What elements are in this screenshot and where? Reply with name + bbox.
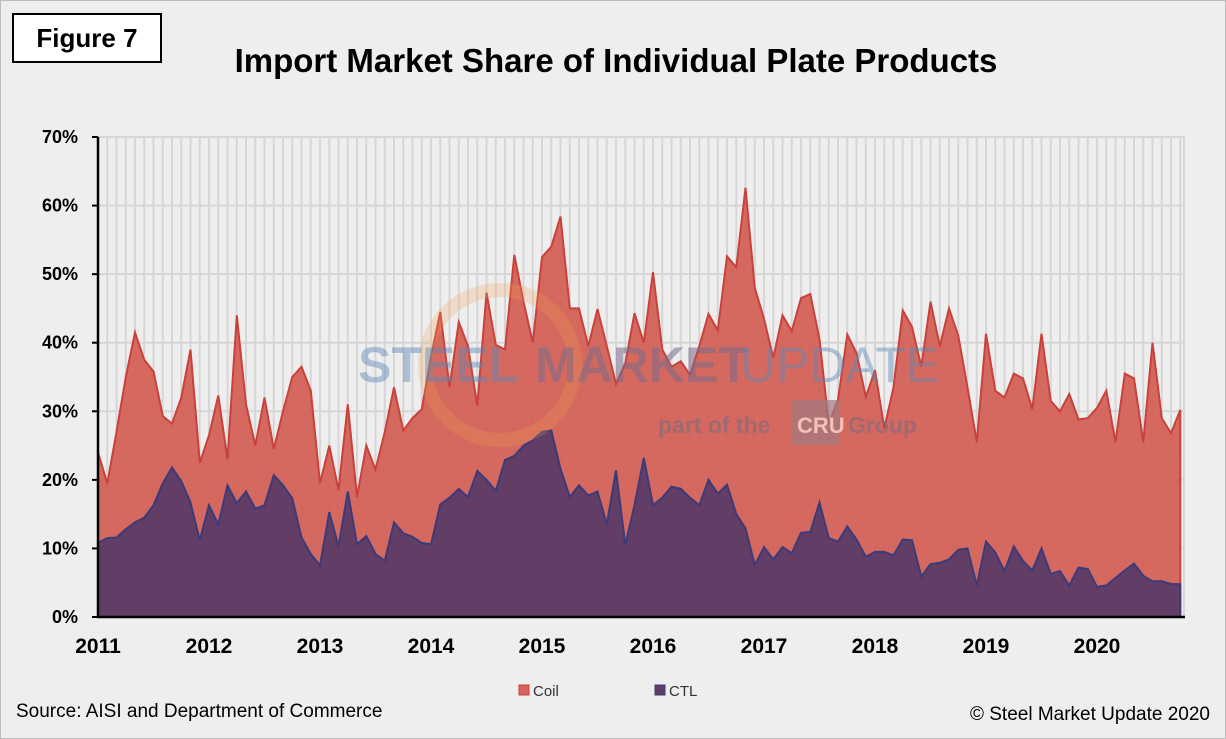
watermark-update: UPDATE (740, 337, 939, 393)
copyright-note: © Steel Market Update 2020 (969, 704, 1210, 725)
x-tick-label: 2019 (963, 635, 1010, 658)
x-tick-label: 2012 (186, 635, 233, 658)
watermark-logo: STEEL MARKET UPDATE part of the CRU Grou… (358, 283, 939, 447)
y-tick-label: 0% (52, 607, 78, 627)
legend-label-coil: Coil (533, 683, 559, 700)
y-tick-label: 70% (42, 127, 78, 147)
x-tick-label: 2015 (519, 635, 566, 658)
y-axis-ticks: 0% 10% 20% 30% 40% 50% 60% 70% (42, 127, 98, 627)
axes (96, 137, 1185, 619)
x-tick-label: 2017 (741, 635, 788, 658)
watermark-steel: STEEL (358, 337, 519, 393)
legend-label-ctl: CTL (669, 683, 697, 700)
x-tick-label: 2020 (1074, 635, 1121, 658)
x-axis-ticks: 2011 2012 2013 2014 2015 2016 2017 2018 2019 2020 (75, 635, 1120, 658)
watermark-market: MARKET (535, 337, 749, 393)
x-tick-label: 2011 (75, 635, 121, 658)
legend: Coil CTL (518, 683, 697, 700)
x-tick-label: 2013 (297, 635, 344, 658)
legend-swatch-coil (518, 684, 530, 696)
y-tick-label: 20% (42, 470, 78, 490)
watermark-cru-box (792, 400, 840, 445)
legend-swatch-ctl (654, 684, 666, 696)
plot-areas (97, 187, 1182, 618)
y-tick-label: 60% (42, 196, 78, 216)
y-tick-label: 50% (42, 264, 78, 284)
y-tick-label: 30% (42, 401, 78, 421)
source-note: Source: AISI and Department of Commerce (16, 701, 383, 722)
figure-label: Figure 7 (12, 13, 162, 63)
x-tick-label: 2016 (630, 635, 677, 658)
x-tick-label: 2018 (852, 635, 899, 658)
y-tick-label: 10% (42, 538, 78, 558)
x-tick-label: 2014 (408, 635, 455, 658)
y-tick-label: 40% (42, 333, 78, 353)
watermark-cru: CRU (797, 413, 845, 438)
watermark-group: Group (848, 412, 917, 438)
watermark-part-of: part of the (658, 412, 770, 438)
chart-title: Import Market Share of Individual Plate … (234, 42, 998, 79)
